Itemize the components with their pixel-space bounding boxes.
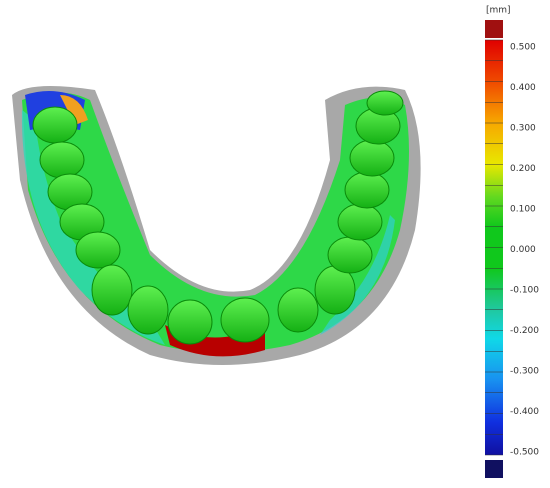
- colorbar-label: 0.400: [510, 83, 536, 93]
- colorbar: [mm] 0.500 0.400 0.300 0.200 0.100 0.000 -0.10…: [485, 6, 539, 478]
- colorbar-label: -0.400: [510, 407, 539, 417]
- unit-label: [mm]: [486, 6, 511, 16]
- colorbar-label: 0.200: [510, 164, 536, 174]
- colorbar-label: 0.100: [510, 205, 536, 215]
- colorbar-label: -0.200: [510, 326, 539, 336]
- colorbar-label: -0.300: [510, 367, 539, 377]
- colorbar-label: 0.000: [510, 245, 536, 255]
- colorbar-label: -0.100: [510, 286, 539, 296]
- colorbar-label: 0.500: [510, 43, 536, 53]
- teeth: [32, 90, 404, 345]
- colorbar-label: 0.300: [510, 124, 536, 134]
- colorbar-label: -0.500: [510, 448, 539, 458]
